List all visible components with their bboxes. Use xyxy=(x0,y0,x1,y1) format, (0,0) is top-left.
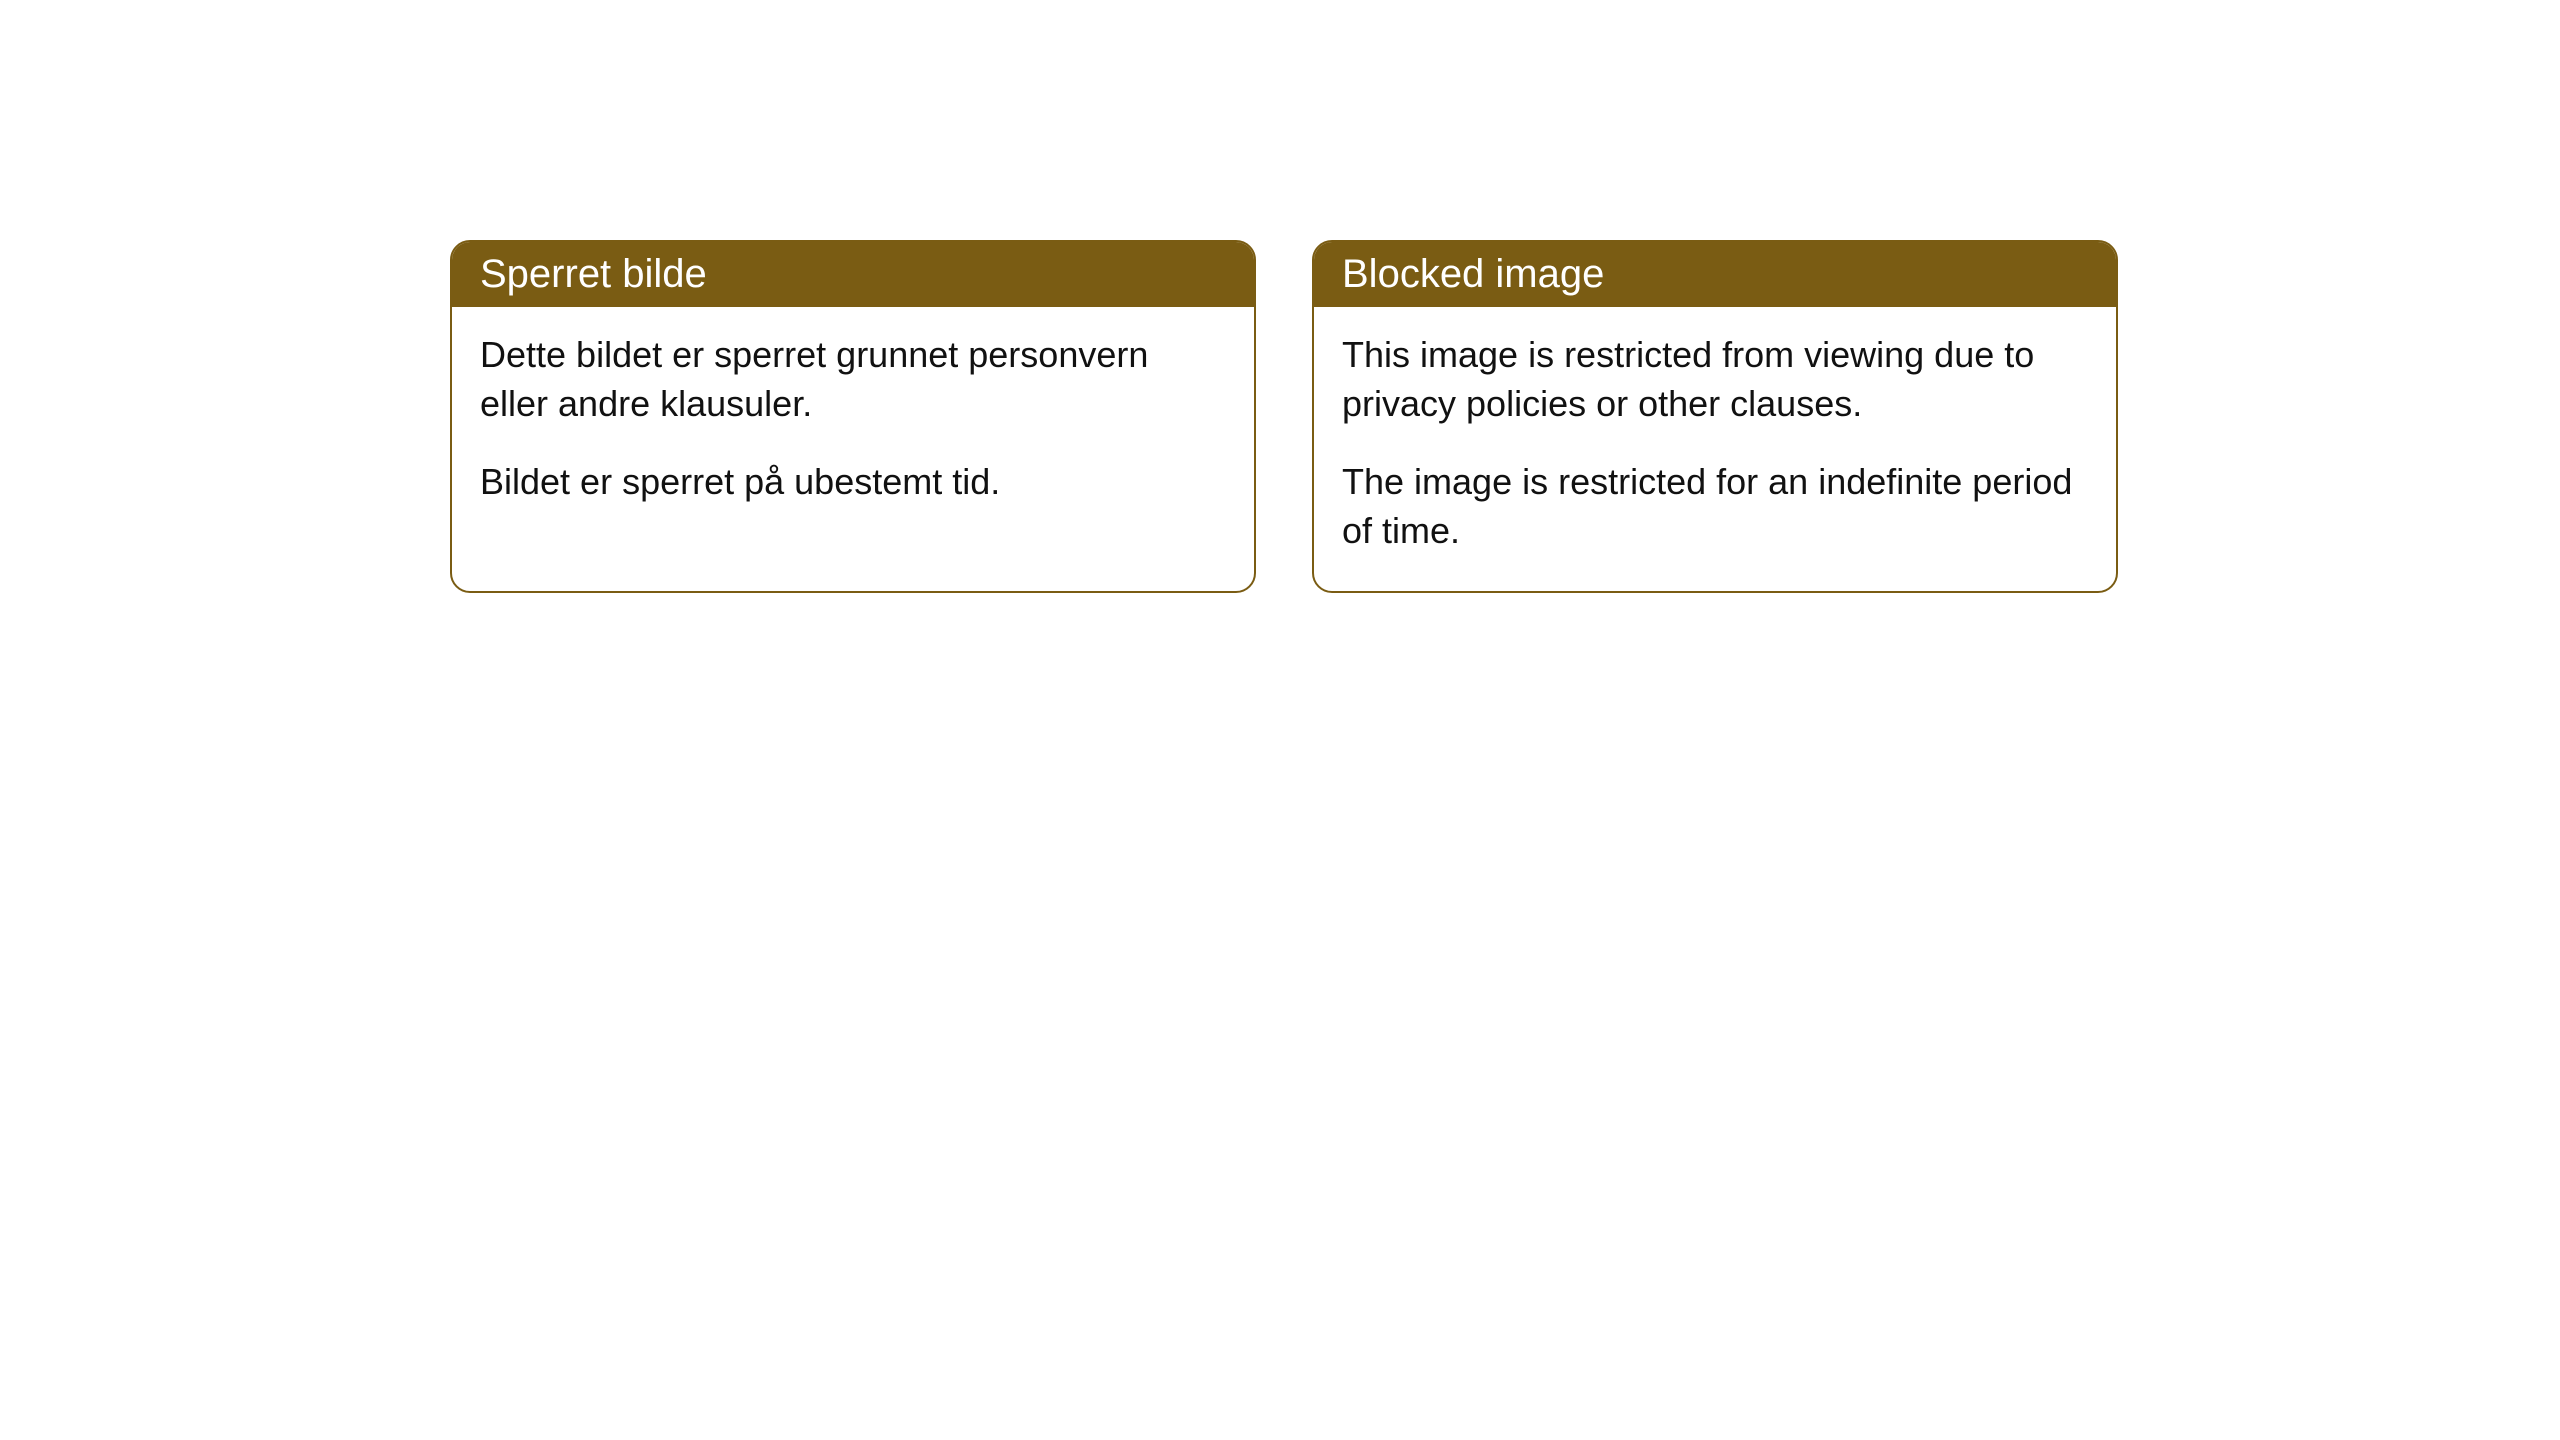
card-header-english: Blocked image xyxy=(1314,242,2116,307)
card-title-norwegian: Sperret bilde xyxy=(480,252,707,296)
card-header-norwegian: Sperret bilde xyxy=(452,242,1254,307)
card-paragraph-1-norwegian: Dette bildet er sperret grunnet personve… xyxy=(480,331,1226,428)
notice-card-english: Blocked image This image is restricted f… xyxy=(1312,240,2118,593)
card-body-english: This image is restricted from viewing du… xyxy=(1314,307,2116,591)
notice-card-norwegian: Sperret bilde Dette bildet er sperret gr… xyxy=(450,240,1256,593)
card-body-norwegian: Dette bildet er sperret grunnet personve… xyxy=(452,307,1254,543)
card-paragraph-2-norwegian: Bildet er sperret på ubestemt tid. xyxy=(480,458,1226,507)
card-title-english: Blocked image xyxy=(1342,252,1604,296)
card-paragraph-1-english: This image is restricted from viewing du… xyxy=(1342,331,2088,428)
notice-container: Sperret bilde Dette bildet er sperret gr… xyxy=(450,240,2118,593)
card-paragraph-2-english: The image is restricted for an indefinit… xyxy=(1342,458,2088,555)
